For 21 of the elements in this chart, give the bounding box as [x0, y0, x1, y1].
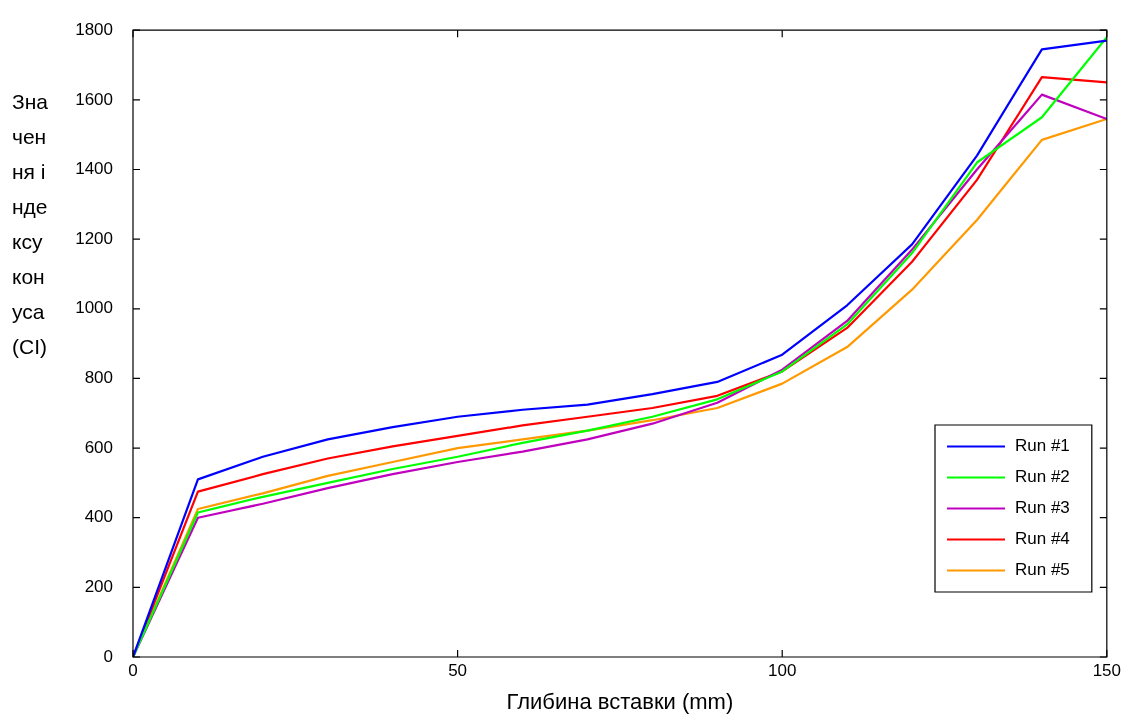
y-tick-label: 200 — [84, 577, 113, 597]
y-axis-title: Значення індексу конуса (CI) — [12, 89, 49, 360]
x-tick-label: 100 — [768, 660, 797, 680]
legend-label: Run #5 — [1015, 560, 1070, 580]
y-tick-label: 1800 — [75, 19, 113, 39]
y-tick-label: 1400 — [75, 159, 113, 179]
legend-label: Run #3 — [1015, 498, 1070, 518]
y-tick-label: 1000 — [75, 298, 113, 318]
x-tick-label: 0 — [128, 660, 138, 680]
x-tick-label: 150 — [1092, 660, 1122, 680]
y-tick-label: 1200 — [75, 228, 113, 248]
x-tick-label: 50 — [448, 660, 468, 680]
y-tick-label: 600 — [84, 437, 113, 457]
x-axis-title: Глибина вставки (mm) — [506, 688, 734, 714]
legend-label: Run #4 — [1015, 529, 1070, 549]
legend-label: Run #2 — [1015, 467, 1070, 487]
y-tick-label: 800 — [84, 368, 113, 388]
legend-label: Run #1 — [1015, 436, 1070, 456]
y-tick-label: 0 — [103, 646, 113, 666]
y-tick-label: 1600 — [75, 89, 113, 109]
y-tick-label: 400 — [84, 507, 113, 527]
